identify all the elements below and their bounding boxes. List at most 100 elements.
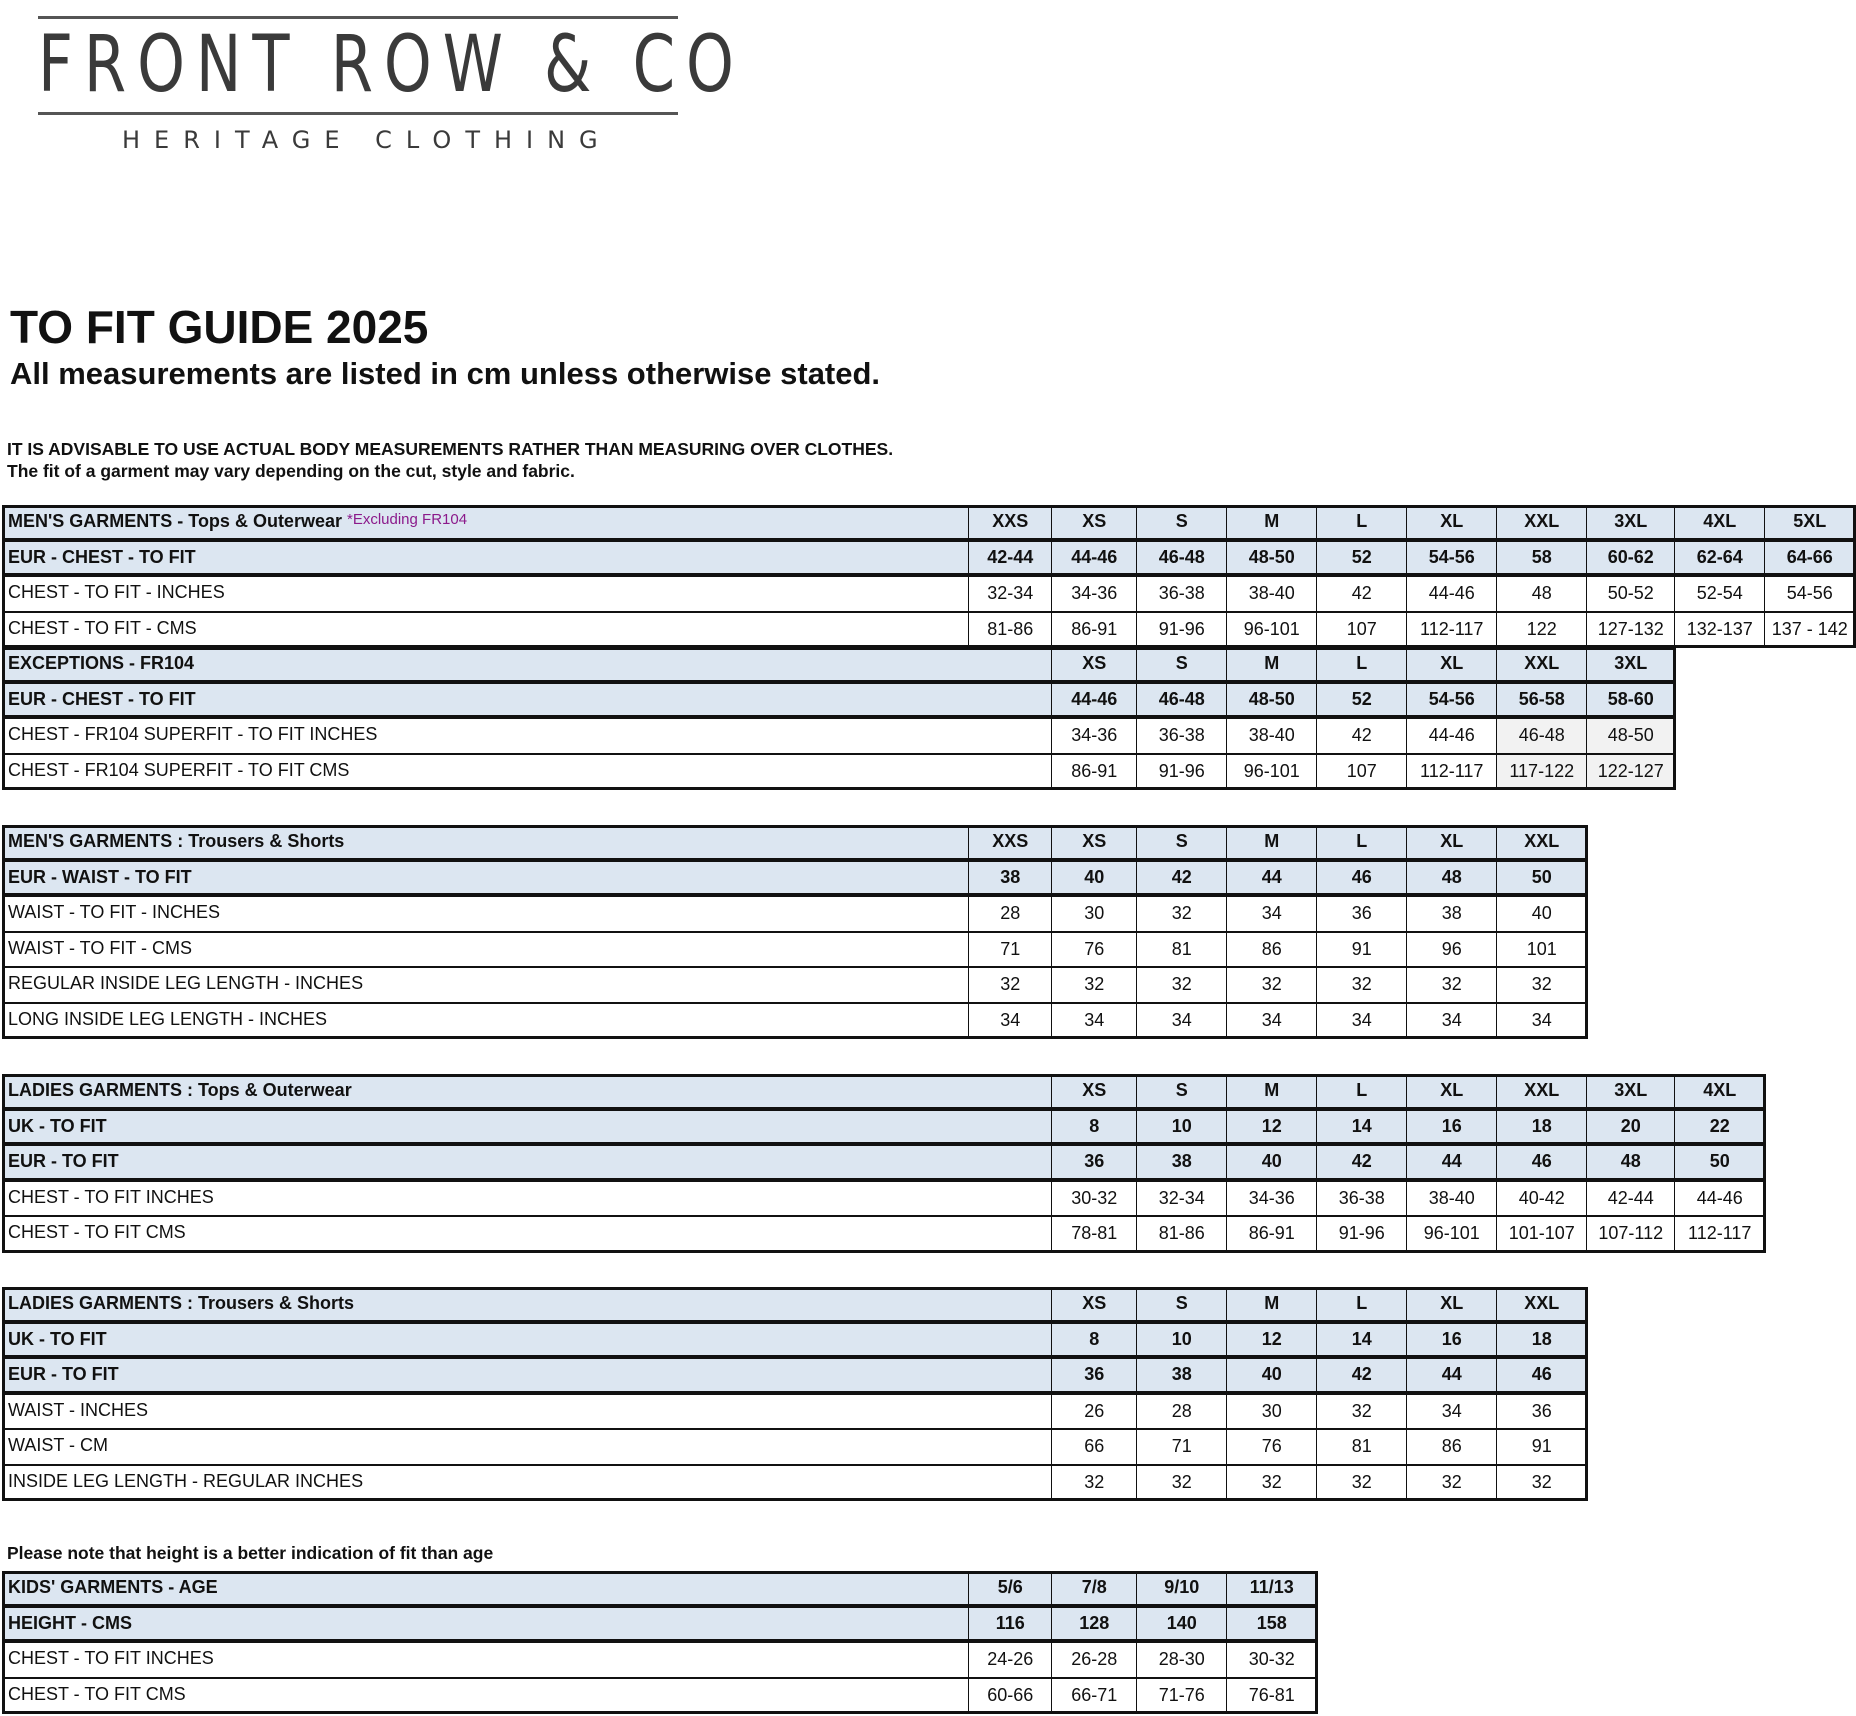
size-cell: 42 (1136, 860, 1228, 896)
size-cell: 38-40 (1406, 1180, 1498, 1216)
size-cell: 7/8 (1051, 1571, 1138, 1607)
size-cell: 32 (1051, 1464, 1138, 1500)
size-cell: 116 (968, 1606, 1053, 1642)
row-label: CHEST - TO FIT CMS (2, 1677, 970, 1713)
row-label-text: LONG INSIDE LEG LENGTH - INCHES (8, 1008, 328, 1029)
row-label: CHEST - TO FIT CMS (2, 1216, 1053, 1252)
size-cell: 38 (968, 860, 1053, 896)
size-cell: 46-48 (1496, 718, 1588, 754)
size-cell: 54-56 (1406, 682, 1498, 718)
size-cell: 3XL (1586, 647, 1676, 683)
size-cell: 96-101 (1226, 611, 1318, 647)
size-cell: 40 (1051, 860, 1138, 896)
size-cell: 54-56 (1764, 576, 1856, 612)
size-cell: XXL (1496, 825, 1588, 861)
size-cell: 34 (1496, 1002, 1588, 1038)
size-cell: 81 (1136, 931, 1228, 967)
row-label-text: EUR - WAIST - TO FIT (8, 866, 192, 887)
size-cell: 66-71 (1051, 1677, 1138, 1713)
size-cell: 16 (1406, 1109, 1498, 1145)
fit-note: The fit of a garment may vary depending … (7, 461, 575, 481)
size-cell: 38-40 (1226, 718, 1318, 754)
size-cell: 127-132 (1586, 611, 1676, 647)
size-cell: 96 (1406, 931, 1498, 967)
size-cell: 91-96 (1136, 611, 1228, 647)
size-cell: 48-50 (1226, 682, 1318, 718)
brand-logo: FRONT ROW & CO (38, 20, 745, 110)
size-cell: 30-32 (1226, 1642, 1318, 1678)
size-cell: 42 (1316, 718, 1408, 754)
size-cell: 40-42 (1496, 1180, 1588, 1216)
row-label: CHEST - FR104 SUPERFIT - TO FIT CMS (2, 753, 1053, 789)
size-cell: 42 (1316, 1145, 1408, 1181)
size-cell: 36-38 (1316, 1180, 1408, 1216)
size-cell: 107 (1316, 611, 1408, 647)
row-label-text: CHEST - TO FIT CMS (8, 1683, 186, 1704)
row-label-text: UK - TO FIT (8, 1115, 107, 1136)
size-cell: 30 (1226, 1393, 1318, 1429)
row-label-text: EUR - TO FIT (8, 1364, 119, 1384)
size-cell: 32 (1316, 1464, 1408, 1500)
size-cell: 81-86 (968, 611, 1053, 647)
size-cell: 32 (1226, 967, 1318, 1003)
size-cell: 28-30 (1136, 1642, 1228, 1678)
size-cell: 81 (1316, 1429, 1408, 1465)
size-cell: 60-66 (968, 1677, 1053, 1713)
size-cell: 32 (1316, 1393, 1408, 1429)
size-cell: 24-26 (968, 1642, 1053, 1678)
size-cell: 11/13 (1226, 1571, 1318, 1607)
size-cell: 46 (1316, 860, 1408, 896)
size-cell: 48 (1406, 860, 1498, 896)
size-cell: 42 (1316, 576, 1408, 612)
size-cell: XXL (1496, 505, 1588, 541)
row-label-text: INSIDE LEG LENGTH - REGULAR INCHES (8, 1470, 364, 1491)
row-label-text: CHEST - TO FIT CMS (8, 1222, 186, 1242)
row-label: CHEST - FR104 SUPERFIT - TO FIT INCHES (2, 718, 1053, 754)
size-cell: 36 (1051, 1145, 1138, 1181)
row-label-text: CHEST - TO FIT - INCHES (8, 582, 225, 602)
size-cell: XL (1406, 1287, 1498, 1323)
size-cell: 91-96 (1136, 753, 1228, 789)
size-cell: 76-81 (1226, 1677, 1318, 1713)
size-cell: L (1316, 825, 1408, 861)
logo-rule-top (38, 16, 678, 19)
size-cell: XS (1051, 1287, 1138, 1323)
row-label-text: WAIST - TO FIT - CMS (8, 937, 193, 958)
row-label: LADIES GARMENTS : Trousers & Shorts (2, 1287, 1053, 1323)
size-cell: 34 (1226, 896, 1318, 932)
row-label: CHEST - TO FIT - INCHES (2, 576, 970, 612)
page-subtitle: All measurements are listed in cm unless… (10, 356, 881, 391)
size-cell: M (1226, 1287, 1318, 1323)
row-label: EXCEPTIONS - FR104 (2, 647, 1053, 683)
size-cell: 32 (1136, 967, 1228, 1003)
size-cell: 42-44 (1586, 1180, 1676, 1216)
size-cell: 44-46 (1406, 718, 1498, 754)
size-cell: XS (1051, 825, 1138, 861)
size-cell: 32 (1136, 1464, 1228, 1500)
size-cell: 36 (1051, 1358, 1138, 1394)
size-cell: 34 (1226, 1002, 1318, 1038)
size-cell: S (1136, 825, 1228, 861)
size-cell: 32 (1051, 967, 1138, 1003)
size-cell: XS (1051, 1074, 1138, 1110)
size-cell: S (1136, 1074, 1228, 1110)
row-label: EUR - CHEST - TO FIT (2, 682, 1053, 718)
size-cell: 112-117 (1406, 611, 1498, 647)
size-cell: 96-101 (1406, 1216, 1498, 1252)
size-cell: XL (1406, 1074, 1498, 1110)
size-cell: 36 (1496, 1393, 1588, 1429)
size-cell: 50 (1496, 860, 1588, 896)
size-cell: 36-38 (1136, 718, 1228, 754)
size-cell: 52 (1316, 682, 1408, 718)
size-cell: 78-81 (1051, 1216, 1138, 1252)
row-label: UK - TO FIT (2, 1322, 1053, 1358)
size-cell: 132-137 (1674, 611, 1766, 647)
size-cell: 26 (1051, 1393, 1138, 1429)
size-cell: XXL (1496, 1287, 1588, 1323)
size-cell: 42-44 (968, 540, 1053, 576)
size-cell: 91-96 (1316, 1216, 1408, 1252)
size-cell: M (1226, 647, 1318, 683)
row-label: WAIST - TO FIT - CMS (2, 931, 970, 967)
size-cell: 58 (1496, 540, 1588, 576)
size-cell: 20 (1586, 1109, 1676, 1145)
